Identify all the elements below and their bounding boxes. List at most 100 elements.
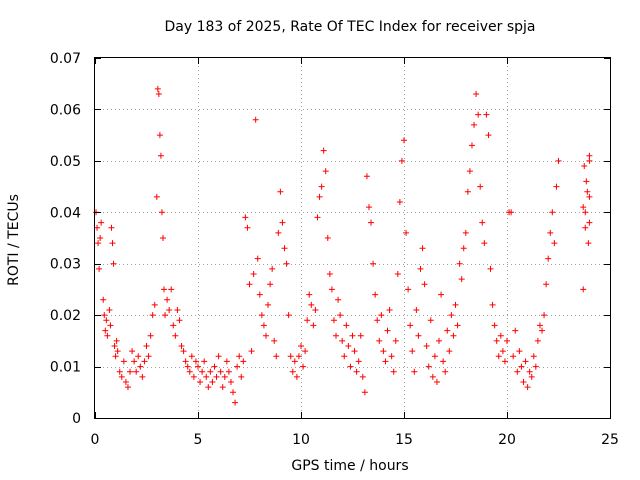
data-point-marker (499, 348, 506, 355)
data-point-marker (337, 312, 344, 319)
data-point-marker (143, 343, 150, 349)
data-point-marker (365, 204, 372, 211)
data-point-marker (246, 281, 253, 288)
data-point-marker (431, 353, 438, 360)
data-point-marker (361, 389, 368, 396)
data-point-marker (188, 353, 195, 360)
data-point-marker (271, 337, 278, 344)
data-point-marker (244, 224, 251, 231)
data-point-marker (512, 327, 519, 334)
data-point-marker (176, 317, 183, 324)
data-point-marker (252, 116, 259, 123)
data-point-marker (180, 348, 187, 355)
data-point-marker (489, 301, 496, 308)
data-point-marker (468, 142, 475, 149)
x-tick-label: 20 (498, 432, 516, 448)
data-point-marker (335, 296, 342, 303)
data-point-marker (339, 337, 346, 344)
data-point-marker (333, 332, 340, 339)
data-point-marker (267, 281, 274, 288)
data-point-marker (172, 332, 179, 339)
data-point-marker (547, 229, 554, 236)
data-point-marker (539, 327, 546, 334)
data-point-marker (262, 332, 269, 339)
data-point-marker (450, 332, 457, 339)
data-point-marker (320, 147, 327, 154)
data-point-marker (108, 224, 115, 231)
data-point-marker (137, 363, 144, 370)
data-point-marker (184, 363, 191, 370)
data-point-marker (355, 358, 362, 365)
data-point-marker (409, 348, 416, 355)
data-point-marker (473, 91, 480, 97)
data-point-marker (534, 337, 541, 344)
data-point-marker (258, 312, 265, 319)
data-point-marker (446, 348, 453, 355)
data-point-marker (103, 317, 110, 324)
data-point-marker (120, 358, 127, 365)
data-point-marker (508, 209, 515, 216)
data-point-marker (330, 317, 337, 324)
y-tick-label: 0.07 (50, 51, 81, 67)
data-point-marker (100, 296, 107, 303)
y-axis-label: ROTI / TECUs (6, 194, 22, 286)
data-point-marker (524, 384, 531, 391)
data-point-marker (549, 209, 556, 216)
data-point-marker (129, 348, 136, 355)
data-point-marker (384, 327, 391, 334)
data-point-marker (178, 343, 185, 349)
data-point-marker (528, 373, 535, 380)
data-point-marker (580, 204, 587, 211)
data-point-marker (131, 358, 138, 365)
data-point-marker (291, 358, 298, 365)
data-point-marker (97, 235, 104, 241)
data-point-marker (483, 111, 490, 118)
data-point-marker (110, 260, 117, 267)
data-point-marker (458, 276, 465, 283)
data-point-marker (328, 286, 335, 293)
y-tick-label: 0.03 (50, 257, 81, 273)
data-point-marker (260, 322, 267, 329)
data-point-marker (345, 343, 352, 349)
data-point-marker (174, 307, 181, 313)
data-point-marker (357, 332, 364, 339)
data-point-marker (168, 286, 175, 293)
x-tick-label: 15 (395, 432, 413, 448)
data-point-marker (170, 322, 177, 329)
data-point-marker (275, 229, 282, 236)
data-point-marker (207, 368, 214, 375)
data-point-marker (479, 219, 486, 226)
data-point-marker (583, 178, 590, 185)
data-point-marker (199, 368, 206, 375)
data-point-marker (415, 332, 422, 339)
data-point-marker (238, 373, 245, 380)
data-point-marker (141, 358, 148, 365)
data-point-marker (376, 337, 383, 344)
data-point-marker (215, 353, 222, 360)
x-axis-label: GPS time / hours (291, 458, 408, 474)
chart-title: Day 183 of 2025, Rate Of TEC Index for r… (164, 19, 535, 35)
data-point-marker (586, 152, 593, 159)
data-point-marker (154, 85, 161, 92)
data-point-marker (504, 337, 510, 344)
data-point-marker (394, 271, 401, 277)
data-point-marker (195, 363, 201, 370)
data-point-marker (322, 168, 329, 175)
data-point-marker (495, 353, 502, 360)
data-point-marker (232, 399, 239, 406)
data-point-marker (493, 337, 500, 344)
data-point-marker (166, 307, 173, 313)
data-point-marker (343, 322, 350, 329)
data-point-marker (147, 332, 154, 339)
data-point-marker (372, 291, 379, 298)
y-tick-label: 0.04 (50, 205, 81, 221)
data-point-marker (448, 312, 455, 319)
data-point-marker (477, 183, 484, 190)
data-point-marker (436, 337, 443, 344)
data-point-marker (374, 317, 381, 324)
data-point-marker (113, 337, 120, 344)
data-point-marker (551, 240, 558, 247)
data-point-marker (454, 322, 461, 329)
data-point-marker (462, 229, 469, 236)
